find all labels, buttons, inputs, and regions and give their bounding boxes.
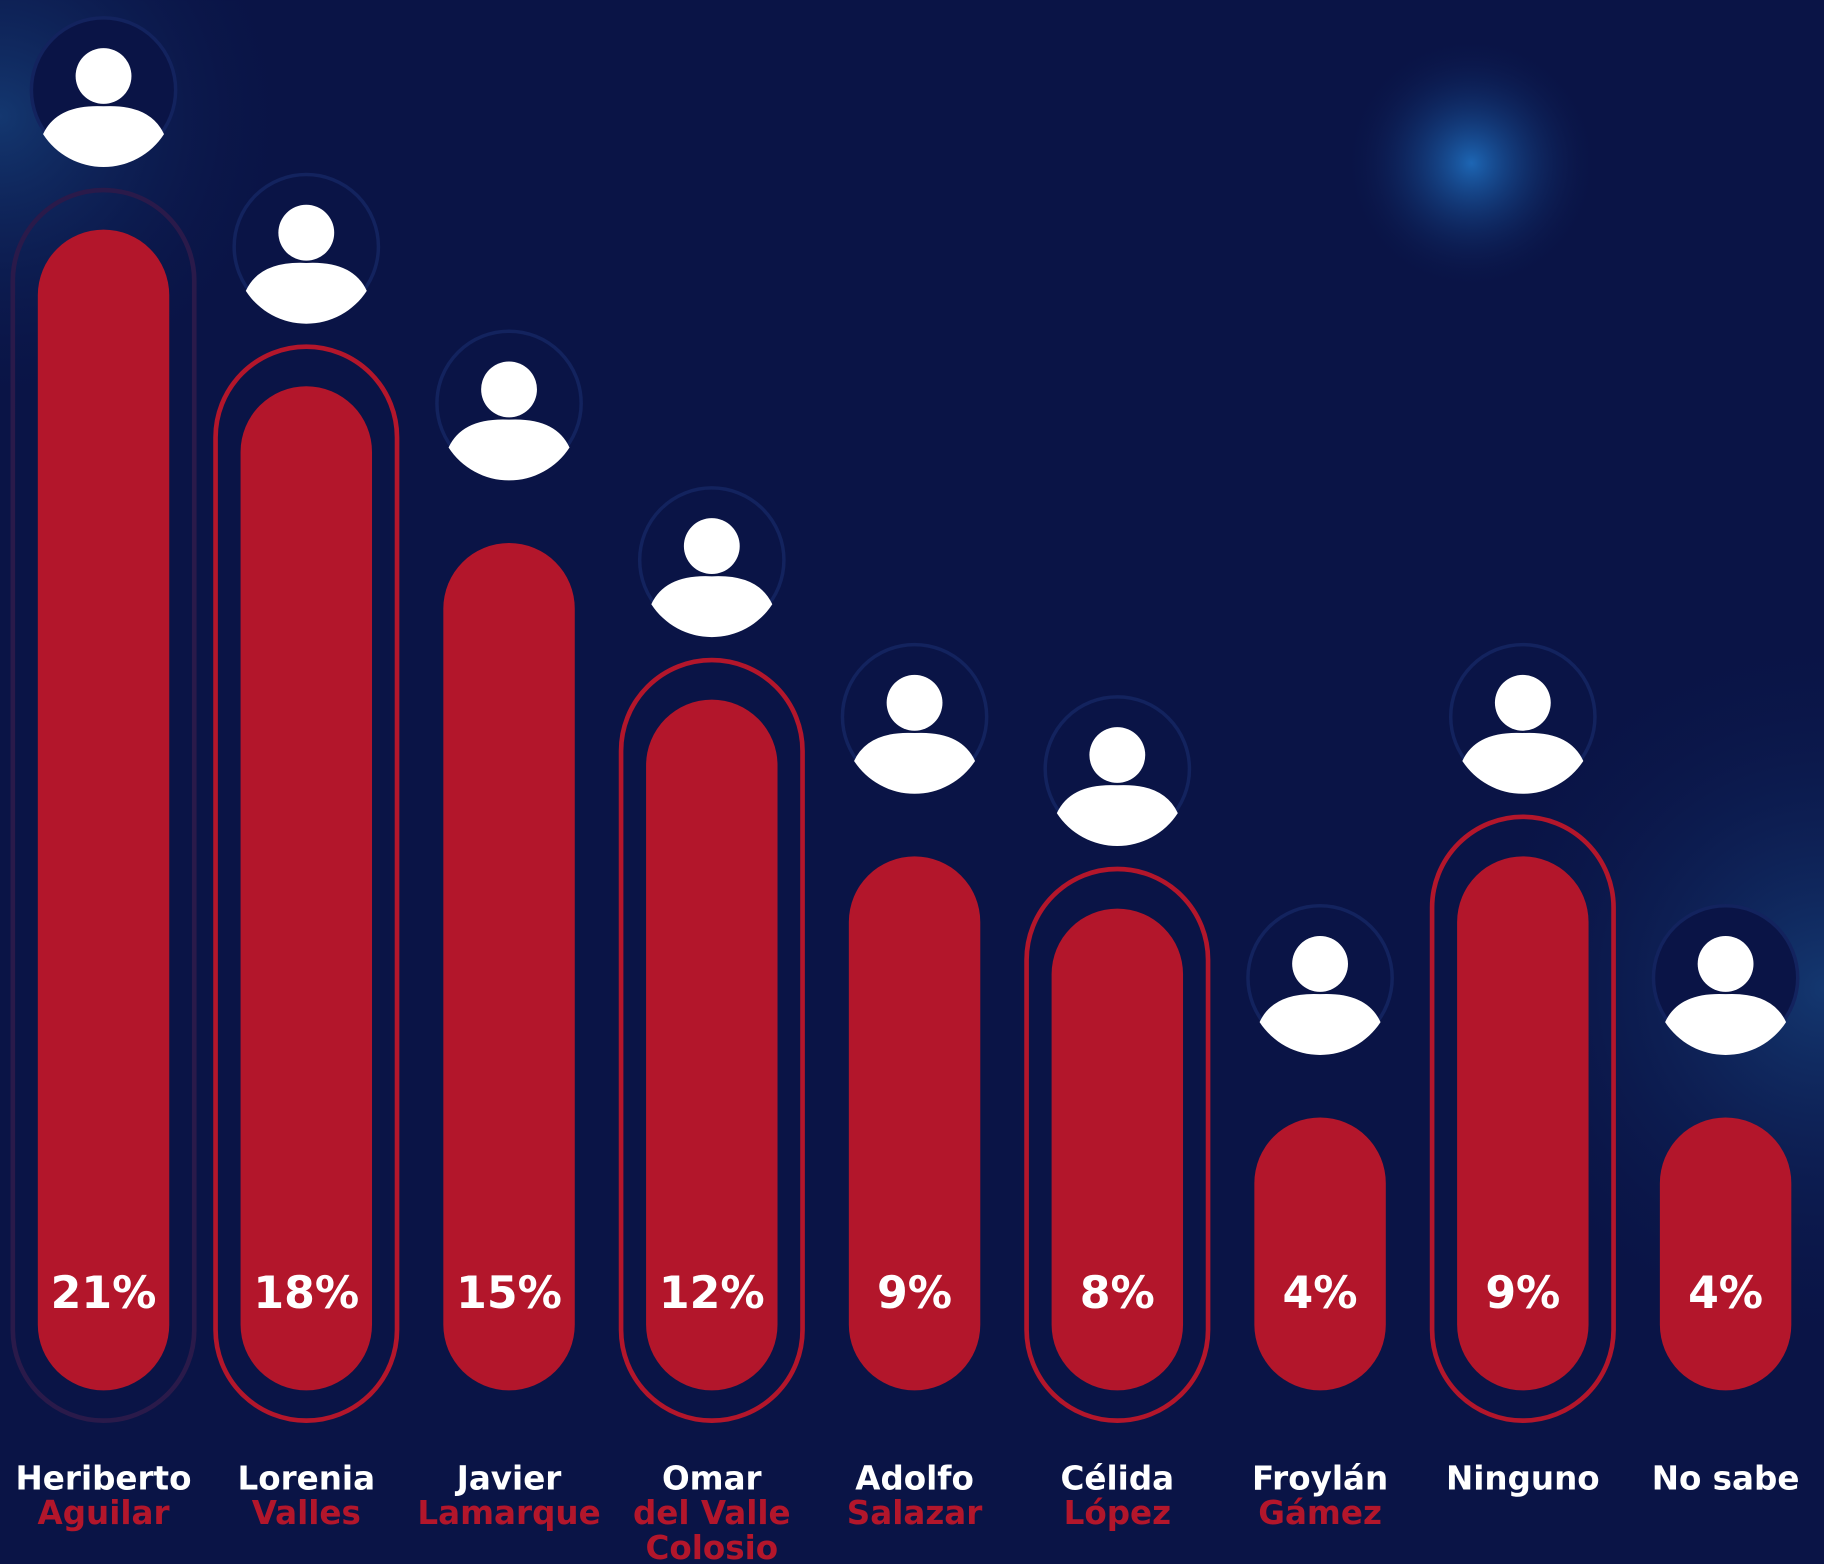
avatar-head [1292, 936, 1348, 992]
category-label: Aguilar [38, 1494, 170, 1532]
value-label: 9% [877, 1268, 952, 1319]
category-label: Gámez [1258, 1494, 1382, 1532]
avatar-head [278, 205, 334, 261]
chart: 21% HeribertoAguilar 18% LoreniaValles 15% Ja… [0, 0, 1824, 1564]
avatar-head [1089, 727, 1145, 783]
category-label: del Valle [633, 1494, 791, 1532]
bar [241, 386, 372, 1390]
value-label: 9% [1485, 1268, 1560, 1319]
avatar-head [1698, 936, 1754, 992]
bar [38, 230, 169, 1391]
category-label: Adolfo [855, 1459, 974, 1497]
category-label: Colosio [645, 1529, 778, 1564]
avatar-head [481, 361, 537, 417]
value-label: 21% [51, 1268, 157, 1319]
category-label: López [1064, 1494, 1171, 1532]
value-label: 12% [659, 1268, 765, 1319]
avatar-head [887, 675, 943, 731]
category-label: Lorenia [237, 1459, 375, 1497]
bar [443, 543, 574, 1390]
glow [1344, 35, 1600, 291]
value-label: 8% [1080, 1268, 1155, 1319]
category-label: Omar [662, 1459, 762, 1497]
avatar-head [1495, 675, 1551, 731]
avatar-head [76, 48, 132, 104]
category-label: Heriberto [16, 1459, 192, 1497]
value-label: 4% [1688, 1268, 1763, 1319]
category-label: Salazar [847, 1494, 983, 1532]
category-label: Lamarque [417, 1494, 600, 1532]
value-label: 4% [1283, 1268, 1358, 1319]
category-label: Valles [252, 1494, 361, 1532]
category-label: Célida [1061, 1459, 1175, 1497]
value-label: 15% [456, 1268, 562, 1319]
value-label: 18% [253, 1268, 359, 1319]
category-label: Javier [455, 1459, 562, 1497]
avatar-head [684, 518, 740, 574]
category-label: No sabe [1652, 1459, 1800, 1497]
category-label: Froylán [1252, 1459, 1388, 1497]
bar [1660, 1117, 1791, 1390]
bar [1254, 1117, 1385, 1390]
category-label: Ninguno [1446, 1459, 1600, 1497]
